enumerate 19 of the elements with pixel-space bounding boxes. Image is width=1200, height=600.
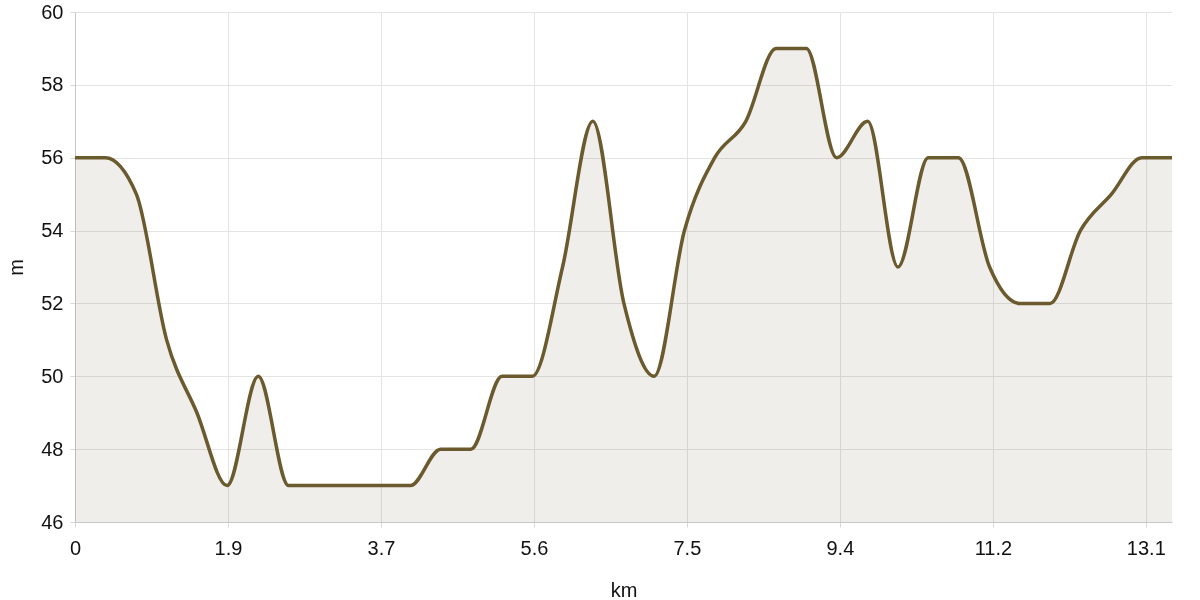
x-tick-label: 0 — [69, 536, 82, 559]
y-tick-label: 48 — [41, 437, 64, 460]
x-tick-label: 9.4 — [826, 536, 855, 559]
y-tick-label: 60 — [41, 0, 64, 23]
y-axis-title: m — [5, 259, 28, 276]
line-series — [75, 46, 1172, 488]
x-tick-label: 13.1 — [1126, 536, 1166, 559]
y-tick-label: 46 — [41, 510, 64, 533]
x-axis-title: km — [610, 578, 638, 600]
y-tick-label: 50 — [41, 364, 64, 387]
y-tick-label: 58 — [41, 73, 64, 96]
y-tick-label: 56 — [41, 146, 64, 169]
y-tick-label: 54 — [41, 219, 64, 242]
x-tick-label: 3.7 — [367, 536, 396, 559]
x-tick-label: 7.5 — [673, 536, 702, 559]
y-tick-label: 52 — [41, 291, 64, 314]
x-tick-label: 11.2 — [974, 536, 1013, 559]
x-tick-label: 1.9 — [214, 536, 243, 559]
x-tick-label: 5.6 — [520, 536, 549, 559]
